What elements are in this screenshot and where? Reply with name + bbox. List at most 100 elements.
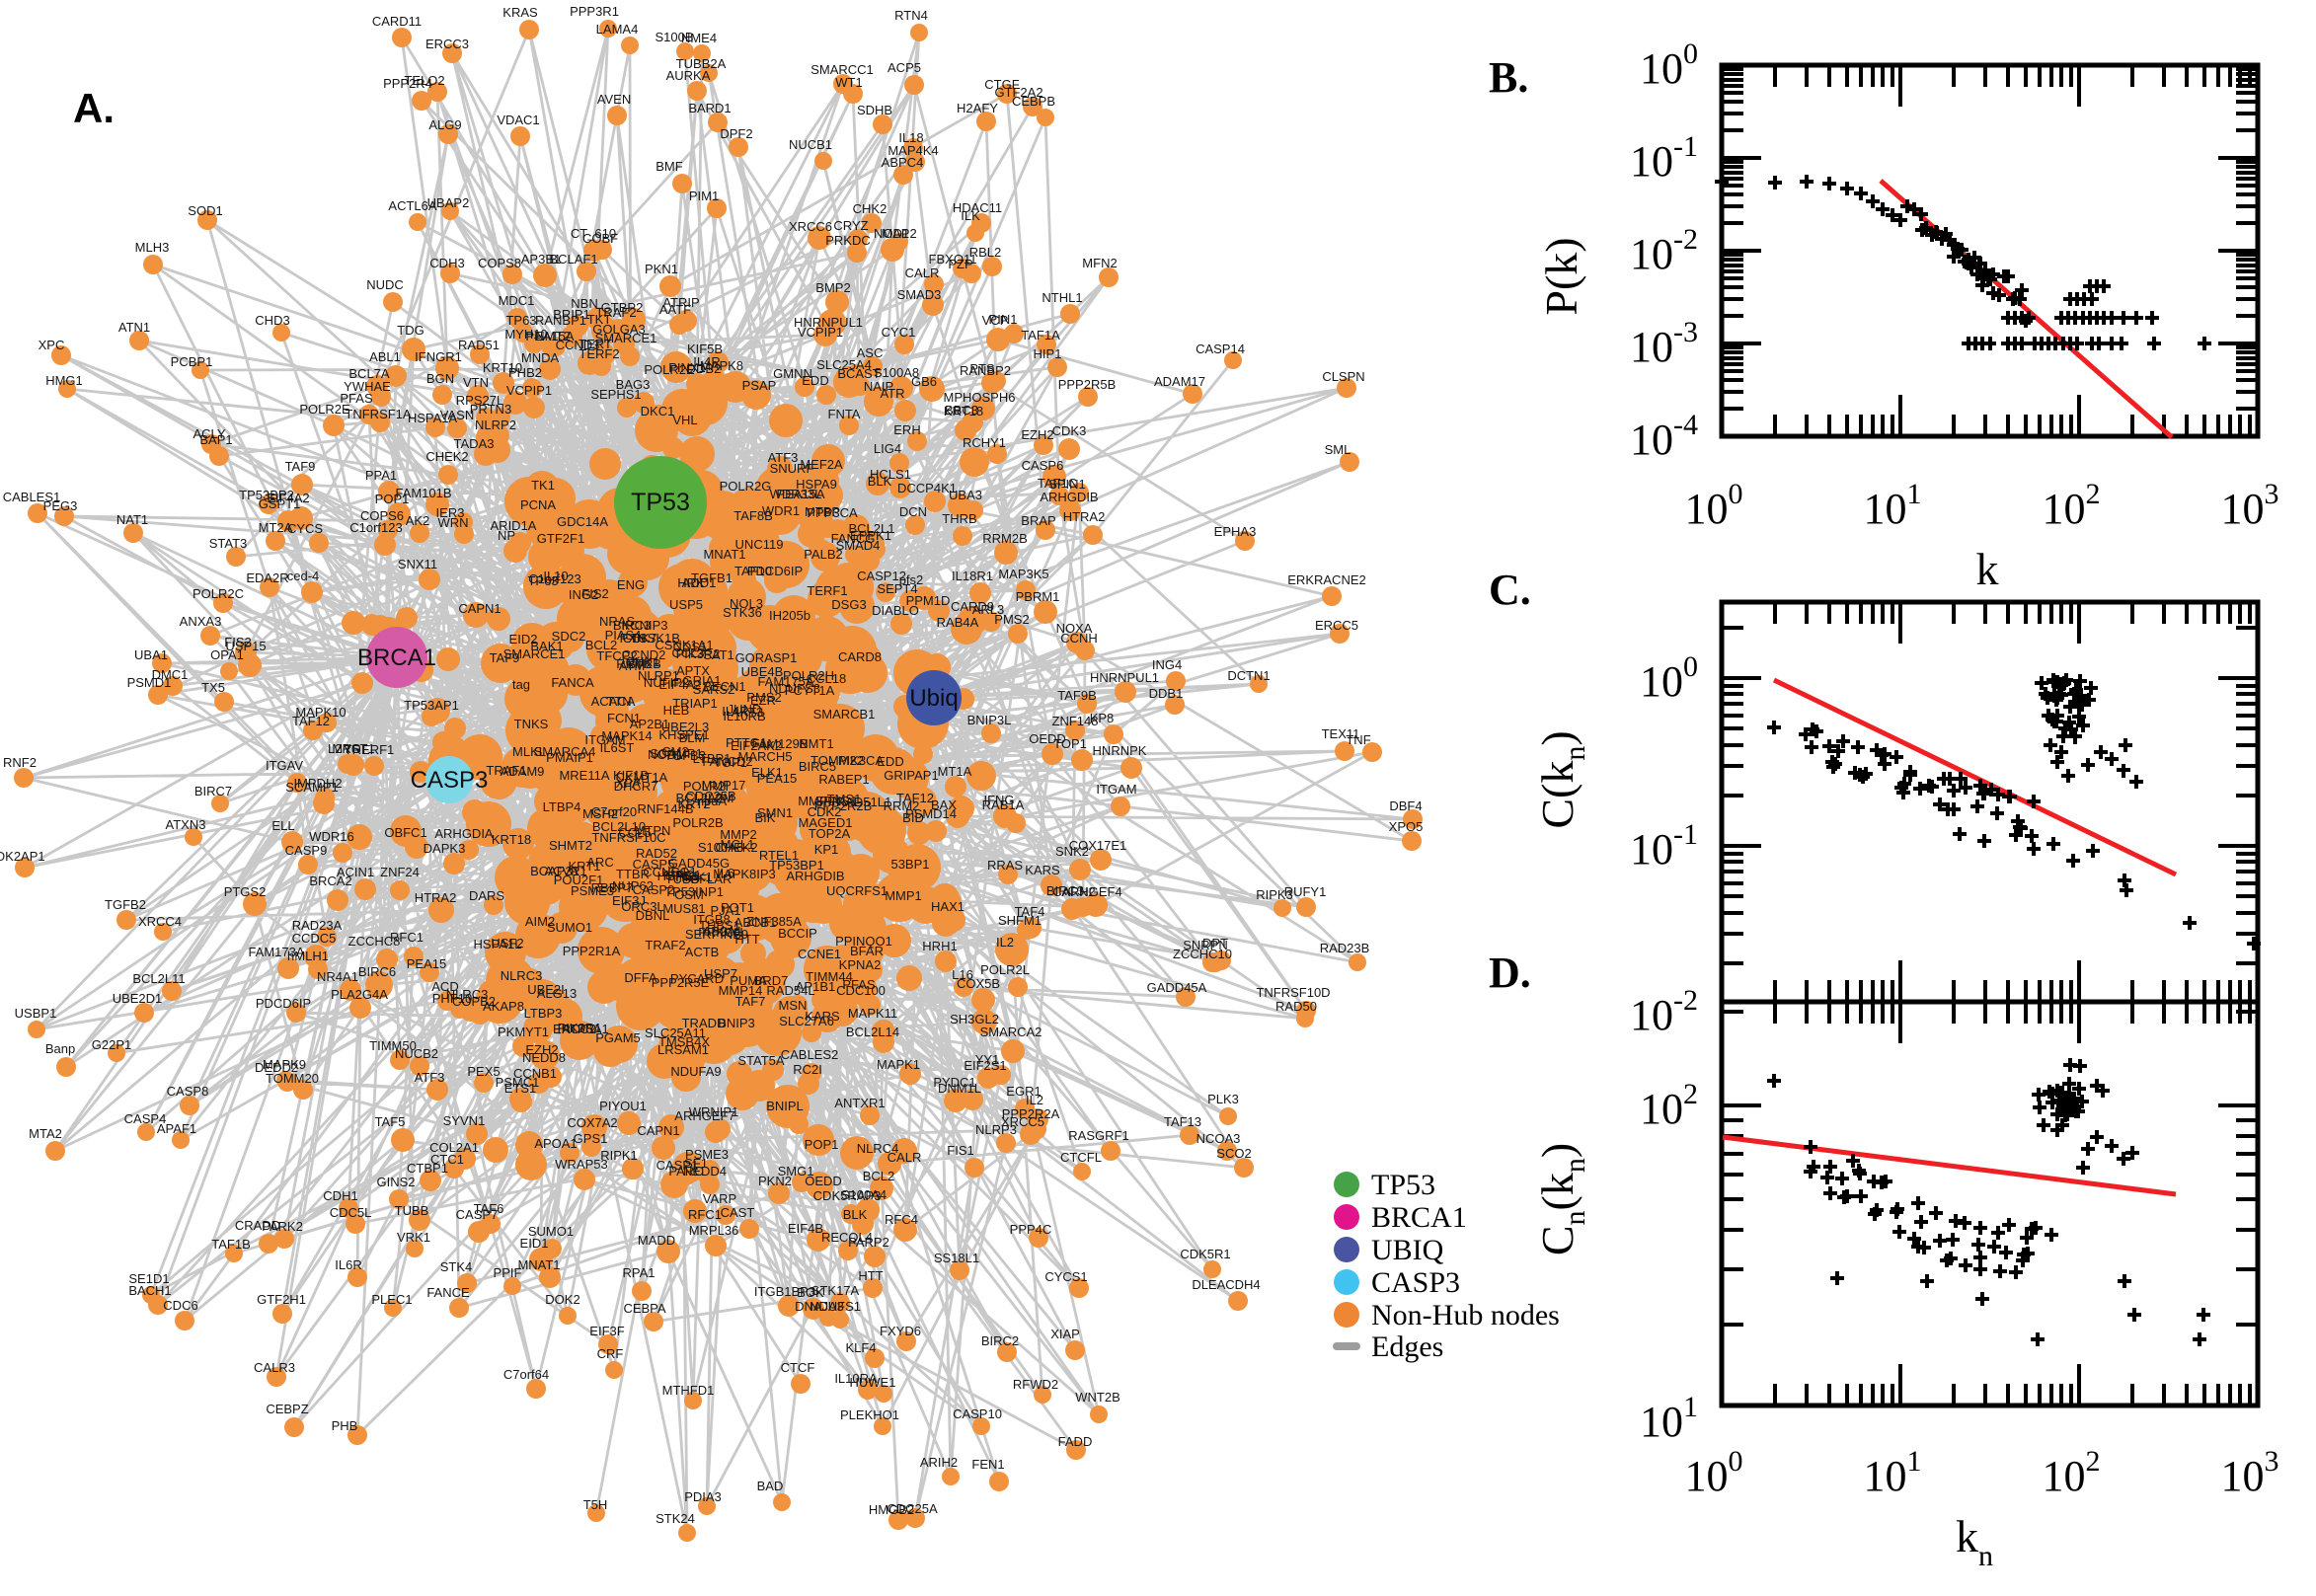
svg-text:CHK2: CHK2 [853, 201, 888, 216]
svg-text:DPT: DPT [1202, 936, 1228, 950]
svg-text:PSMC1: PSMC1 [496, 1075, 540, 1090]
svg-text:KP8: KP8 [1090, 711, 1115, 725]
svg-text:BMP2: BMP2 [815, 280, 850, 295]
svg-text:CRADD: CRADD [235, 1218, 280, 1233]
svg-text:S100A4: S100A4 [841, 1187, 887, 1202]
svg-text:PZP: PZP [948, 257, 972, 271]
svg-text:RBBP7: RBBP7 [591, 880, 634, 895]
svg-text:ced-4: ced-4 [287, 569, 320, 583]
svg-text:ATN1: ATN1 [118, 320, 150, 335]
svg-text:RNF2: RNF2 [3, 755, 37, 770]
svg-text:BID: BID [902, 810, 924, 825]
svg-text:GMNN: GMNN [773, 366, 812, 381]
svg-text:RFC1: RFC1 [688, 1207, 722, 1222]
svg-text:TSSK1B: TSSK1B [631, 631, 680, 646]
svg-text:DHCR7: DHCR7 [614, 779, 658, 794]
svg-text:TKT: TKT [587, 312, 612, 327]
svg-text:TUBB2A: TUBB2A [676, 56, 727, 71]
svg-text:BIRC3: BIRC3 [613, 618, 651, 633]
svg-text:53BP1: 53BP1 [890, 857, 929, 872]
svg-text:GTF2H1: GTF2H1 [257, 1292, 306, 1307]
svg-text:DBNL: DBNL [636, 908, 670, 923]
svg-text:MT1A: MT1A [938, 764, 972, 779]
svg-text:AKAP8: AKAP8 [483, 999, 524, 1014]
svg-text:PHB: PHB [332, 1418, 358, 1433]
svg-text:NEDD4: NEDD4 [683, 1164, 727, 1178]
svg-text:HCLS1: HCLS1 [870, 467, 911, 482]
svg-text:MAPK9: MAPK9 [263, 1057, 306, 1072]
svg-text:CDC25A: CDC25A [887, 1501, 938, 1516]
svg-text:ABL1: ABL1 [369, 349, 401, 364]
svg-text:CDC5L: CDC5L [330, 1205, 372, 1220]
svg-text:NP: NP [498, 528, 515, 543]
svg-text:CEBPA: CEBPA [623, 1301, 665, 1316]
svg-text:SEPT4: SEPT4 [877, 581, 917, 596]
svg-text:TOMM22: TOMM22 [811, 753, 864, 768]
svg-text:TOP2A: TOP2A [809, 826, 851, 841]
svg-text:P(k): P(k) [1536, 237, 1586, 315]
svg-text:VCP: VCP [982, 313, 1009, 328]
svg-text:SMARCE1: SMARCE1 [503, 646, 566, 661]
svg-text:KRT10: KRT10 [483, 360, 522, 375]
svg-text:GDC14A: GDC14A [557, 514, 608, 529]
svg-text:FAM175A: FAM175A [757, 674, 813, 689]
svg-text:ABPC4: ABPC4 [882, 155, 924, 170]
svg-text:PARP2: PARP2 [848, 1235, 889, 1250]
svg-text:ZNF148: ZNF148 [1052, 714, 1099, 728]
svg-text:PIAS4: PIAS4 [605, 628, 642, 643]
svg-text:PLEKHO1: PLEKHO1 [840, 1407, 899, 1422]
svg-text:ATM: ATM [619, 658, 645, 673]
svg-text:MAPK1: MAPK1 [877, 1057, 920, 1072]
svg-text:DDB2: DDB2 [687, 361, 722, 376]
svg-text:PPP2R2B: PPP2R2B [814, 798, 873, 813]
svg-text:USF2: USF2 [491, 936, 523, 950]
svg-text:TAF12: TAF12 [292, 714, 330, 728]
svg-text:MYH10: MYH10 [504, 327, 547, 342]
svg-text:AIM2: AIM2 [525, 914, 555, 929]
svg-text:SCO2: SCO2 [1216, 1146, 1251, 1161]
svg-text:BLK: BLK [843, 1207, 868, 1222]
svg-text:ITGAM: ITGAM [1096, 782, 1136, 797]
svg-text:IER3: IER3 [436, 505, 465, 520]
svg-text:TX5: TX5 [201, 680, 225, 695]
svg-text:IFNG: IFNG [983, 793, 1014, 807]
svg-text:CM2: CM2 [661, 744, 688, 759]
svg-text:PJA1: PJA1 [710, 903, 740, 918]
svg-text:ITGB1BP3: ITGB1BP3 [754, 1284, 815, 1299]
svg-text:T5H: T5H [583, 1497, 608, 1512]
svg-text:ARHGDIA: ARHGDIA [434, 826, 494, 841]
svg-text:SNURF: SNURF [770, 461, 814, 476]
svg-text:CCL18: CCL18 [807, 671, 846, 686]
svg-text:RAD51: RAD51 [458, 338, 500, 352]
svg-text:DOK2: DOK2 [545, 1292, 579, 1307]
svg-text:TNFRSF10C: TNFRSF10C [591, 830, 665, 845]
svg-text:ETS1: ETS1 [504, 1081, 537, 1096]
svg-text:EIF4A2: EIF4A2 [267, 491, 309, 505]
svg-text:MADD: MADD [638, 1233, 675, 1248]
svg-text:CDC6: CDC6 [163, 1298, 197, 1313]
svg-text:PINX1: PINX1 [668, 360, 706, 375]
svg-text:Cn(kn): Cn(kn) [1532, 1143, 1591, 1255]
svg-text:SYVN1: SYVN1 [443, 1113, 486, 1128]
svg-text:TERF2: TERF2 [579, 346, 619, 361]
svg-text:UQCRFS1: UQCRFS1 [826, 883, 888, 898]
svg-text:PIN1: PIN1 [989, 312, 1018, 327]
svg-text:CYC1: CYC1 [882, 325, 916, 340]
svg-text:A2M: A2M [708, 791, 734, 805]
svg-text:STK4: STK4 [440, 1259, 473, 1274]
svg-text:SPIN1: SPIN1 [1048, 477, 1086, 492]
svg-text:EZH2: EZH2 [525, 1042, 558, 1057]
svg-text:ALG13: ALG13 [537, 986, 577, 1001]
svg-text:ATF3: ATF3 [415, 1070, 445, 1085]
svg-text:PPP3R1: PPP3R1 [570, 4, 619, 19]
svg-text:PSMD14: PSMD14 [905, 806, 957, 821]
svg-text:10-4: 10-4 [1630, 409, 1698, 464]
svg-text:FANCG: FANCG [831, 531, 876, 546]
svg-text:TP53INP1: TP53INP1 [664, 884, 724, 899]
svg-text:TERT: TERT [579, 337, 612, 351]
svg-text:KP1: KP1 [814, 842, 839, 857]
svg-text:MTPN: MTPN [635, 823, 671, 838]
svg-text:ADAM9: ADAM9 [501, 764, 545, 779]
svg-text:POLR2I: POLR2I [683, 779, 729, 794]
svg-text:BAD: BAD [757, 1479, 784, 1493]
